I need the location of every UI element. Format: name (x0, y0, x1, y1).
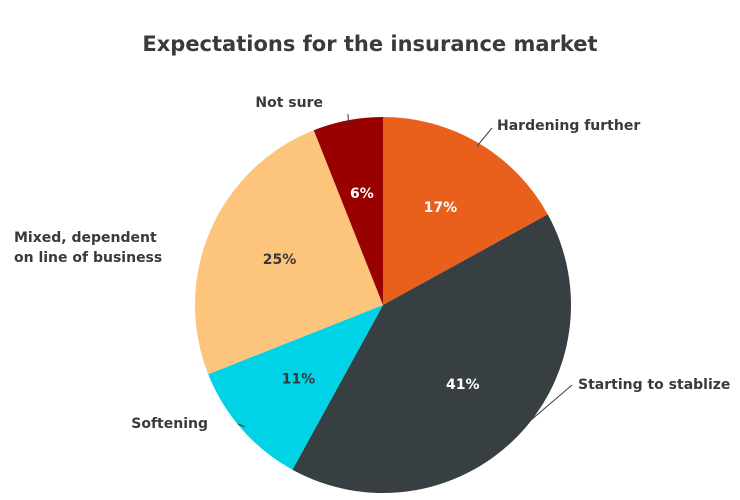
value-label: 25% (263, 252, 297, 268)
category-label: Starting to stablize (578, 377, 730, 393)
label-line: Mixed, dependent (14, 230, 157, 246)
leader-line (512, 384, 573, 436)
pie-slice (208, 305, 383, 470)
value-label: 11% (282, 372, 316, 388)
category-label: Mixed, dependent on line of business (14, 230, 162, 266)
leader-line (237, 423, 245, 428)
category-label: Hardening further (497, 118, 640, 134)
chart-title: Expectations for the insurance market (142, 32, 597, 56)
pie-slice (383, 117, 548, 305)
category-label: Softening (131, 416, 208, 432)
pie-slice (313, 117, 383, 305)
pie-slice (292, 214, 571, 493)
value-label: 17% (424, 200, 458, 216)
category-label: Not sure (255, 95, 323, 111)
pie-slice (195, 130, 383, 375)
value-label: 41% (446, 377, 480, 393)
label-line: on line of business (14, 250, 162, 266)
leader-line (476, 127, 493, 147)
value-label: 6% (350, 186, 374, 202)
